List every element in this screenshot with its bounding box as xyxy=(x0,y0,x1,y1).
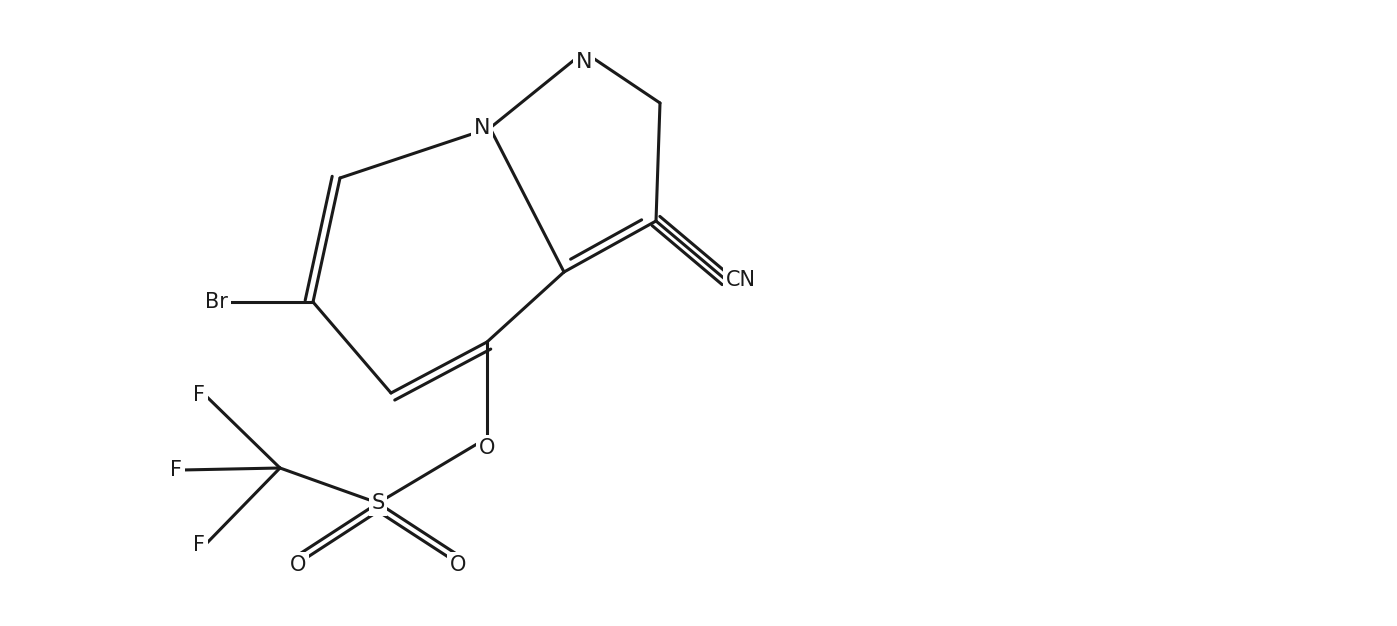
Text: Br: Br xyxy=(205,292,228,312)
Text: O: O xyxy=(479,438,495,458)
Text: N: N xyxy=(576,52,592,72)
Text: O: O xyxy=(289,555,306,575)
Text: F: F xyxy=(193,535,205,555)
Text: CN: CN xyxy=(726,270,756,290)
Text: O: O xyxy=(450,555,467,575)
Text: F: F xyxy=(170,460,182,480)
Text: S: S xyxy=(372,493,384,513)
Text: N: N xyxy=(474,118,490,138)
Text: F: F xyxy=(193,385,205,405)
